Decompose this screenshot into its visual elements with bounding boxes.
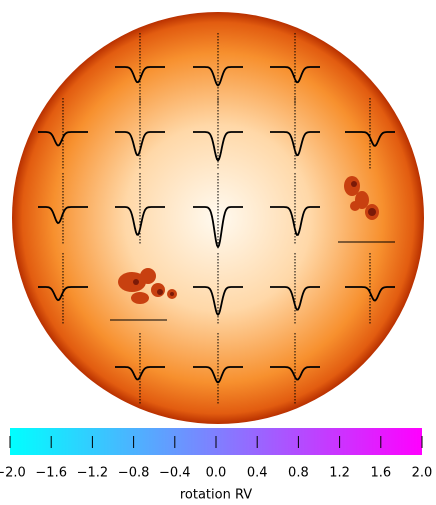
colorbar-tick-label: 1.6 (370, 466, 391, 481)
colorbar-tick-label: −0.8 (118, 466, 150, 481)
colorbar-tick-label: −0.4 (159, 466, 191, 481)
line-profile (115, 366, 165, 381)
colorbar-tick-label: 0.4 (247, 466, 268, 481)
line-profile (193, 206, 243, 249)
colorbar-tick-label: 0.0 (206, 466, 227, 481)
line-profile (270, 366, 320, 381)
colorbar-tick-label: −1.6 (35, 466, 67, 481)
line-profile (270, 206, 320, 237)
line-profile (193, 131, 243, 162)
line-profile (115, 206, 165, 236)
line-profiles (38, 33, 395, 405)
colorbar-tick-label: 2.0 (412, 466, 433, 481)
colorbar-tick-label: −1.2 (77, 466, 109, 481)
colorbar-tick-label: −2.0 (0, 466, 26, 481)
line-profile (193, 286, 243, 317)
starspot-core (133, 181, 376, 296)
colorbar-label: rotation RV (180, 488, 252, 503)
colorbar-tick-label: 0.8 (288, 466, 309, 481)
colorbar-tick-label: 1.2 (329, 466, 350, 481)
line-profile (270, 131, 320, 157)
